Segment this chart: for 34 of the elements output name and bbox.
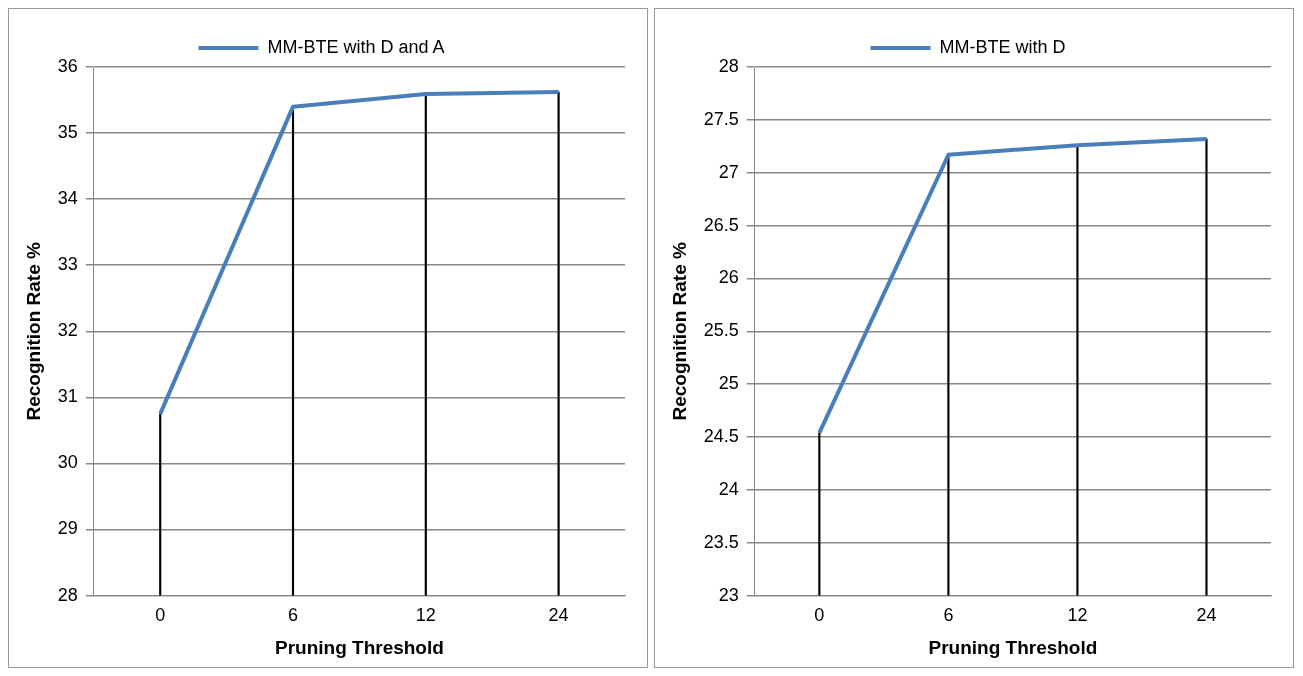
y-tick-label: 27 [718, 161, 739, 182]
y-tick-label: 29 [57, 518, 78, 539]
y-tick-label: 27.5 [703, 108, 739, 129]
y-axis-title: Recognition Rate % [22, 241, 44, 421]
y-tick-label: 34 [57, 188, 78, 209]
y-tick-label: 36 [57, 55, 78, 76]
legend-label: MM-BTE with D [939, 36, 1066, 57]
y-tick-label: 24 [718, 478, 739, 499]
y-tick-label: 30 [57, 452, 78, 473]
y-tick-label: 33 [57, 254, 78, 275]
y-tick-label: 28 [57, 584, 78, 605]
y-tick-label: 28 [718, 55, 739, 76]
x-tick-label: 12 [415, 605, 436, 626]
y-tick-label: 32 [57, 320, 78, 341]
y-axis-title: Recognition Rate % [668, 241, 690, 421]
x-axis-title: Pruning Threshold [274, 636, 444, 658]
y-tick-label: 26 [718, 267, 739, 288]
y-tick-label: 35 [57, 122, 78, 143]
y-tick-label: 26.5 [703, 214, 739, 235]
x-tick-label: 0 [155, 605, 166, 626]
x-tick-label: 6 [943, 605, 954, 626]
x-tick-label: 0 [814, 605, 825, 626]
y-tick-label: 23 [718, 584, 739, 605]
y-tick-label: 25.5 [703, 320, 739, 341]
y-tick-label: 31 [57, 386, 78, 407]
x-tick-label: 24 [1196, 605, 1217, 626]
y-tick-label: 23.5 [703, 531, 739, 552]
x-tick-label: 6 [288, 605, 299, 626]
y-tick-label: 25 [718, 373, 739, 394]
x-axis-title: Pruning Threshold [928, 636, 1098, 658]
x-tick-label: 24 [548, 605, 569, 626]
legend-label: MM-BTE with D and A [267, 36, 445, 57]
y-tick-label: 24.5 [703, 425, 739, 446]
x-tick-label: 12 [1067, 605, 1088, 626]
